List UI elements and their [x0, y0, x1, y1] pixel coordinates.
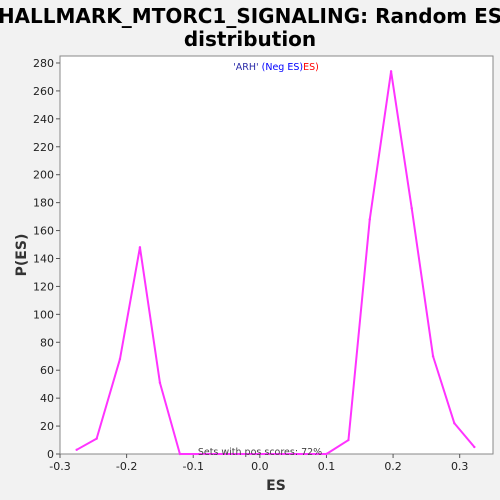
y-tick-label: 180 [33, 197, 54, 210]
x-tick-label: 0.2 [384, 460, 402, 473]
data-point [431, 355, 435, 358]
data-point [75, 448, 78, 452]
data-point [473, 445, 476, 449]
y-tick-label: 120 [33, 280, 54, 293]
data-point [453, 422, 456, 425]
data-point [368, 218, 371, 221]
data-point [158, 381, 162, 384]
data-point [325, 452, 328, 456]
x-axis-label: ES [266, 478, 286, 494]
chart-title-line2: distribution [184, 27, 316, 51]
x-axis: -0.3 -0.2 -0.1 0.0 0.1 0.2 0.3 [49, 454, 468, 473]
chart-title-line1: HALLMARK_MTORC1_SIGNALING: Random ES [0, 4, 500, 28]
series-layer [75, 70, 476, 456]
y-tick-label: 60 [40, 364, 54, 377]
x-tick-label: 0.0 [251, 460, 269, 473]
legend-neg-es: (Neg ES) [262, 62, 303, 73]
data-point [389, 70, 393, 73]
data-point [95, 437, 98, 440]
y-tick-label: 280 [33, 57, 54, 70]
y-tick-label: 240 [33, 113, 54, 126]
x-tick-label: -0.1 [182, 460, 203, 473]
y-axis: 0 20 40 60 80 100 120 140 160 180 200 220 240 260 280 [33, 57, 60, 461]
data-point [198, 452, 202, 456]
x-tick-label: -0.2 [116, 460, 137, 473]
y-tick-label: 80 [40, 336, 54, 349]
y-tick-label: 0 [47, 448, 54, 461]
data-point [138, 246, 142, 249]
y-tick-label: 260 [33, 85, 54, 98]
y-tick-label: 200 [33, 169, 54, 182]
y-tick-label: 20 [40, 420, 54, 433]
y-tick-label: 220 [33, 141, 54, 154]
x-tick-label: 0.1 [318, 460, 336, 473]
data-point [118, 357, 122, 361]
y-tick-label: 160 [33, 225, 54, 238]
y-tick-label: 100 [33, 308, 54, 321]
y-tick-label: 40 [40, 392, 54, 405]
data-point [410, 207, 413, 210]
legend-pos-es: ES) [303, 62, 319, 73]
data-point [178, 452, 182, 456]
pos-scores-annotation: Sets with pos scores: 72% [198, 447, 322, 458]
legend-text: 'ARH' (Neg ES)ES) [233, 62, 319, 73]
plot-area [59, 55, 494, 455]
x-tick-label: 0.3 [451, 460, 469, 473]
y-axis-label: P(ES) [14, 234, 30, 277]
data-point [347, 438, 350, 442]
x-tick-label: -0.3 [49, 460, 70, 473]
y-tick-label: 140 [33, 252, 54, 265]
legend-arh: 'ARH' [233, 62, 258, 73]
